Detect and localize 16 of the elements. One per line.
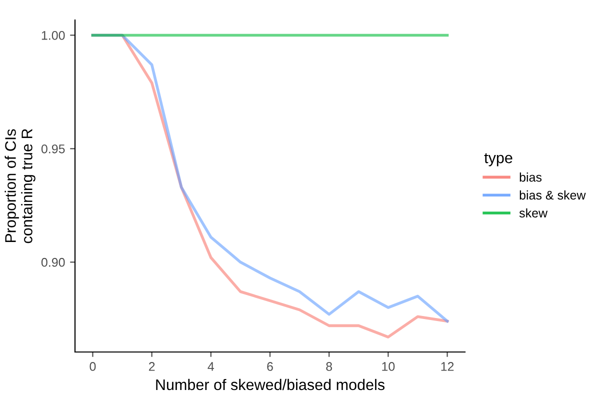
x-axis-title: Number of skewed/biased models xyxy=(156,378,385,390)
legend-label: skew xyxy=(519,208,548,218)
legend-title: type xyxy=(484,153,512,166)
x-tick-label: 4 xyxy=(208,362,214,371)
legend-label: bias & skew xyxy=(520,190,586,200)
y-tick-label: 1.00 xyxy=(42,31,65,40)
y-tick-label: 0.90 xyxy=(41,258,65,267)
x-tick-label: 10 xyxy=(382,362,395,371)
y-tick-label: 0.95 xyxy=(41,144,65,154)
x-tick-label: 12 xyxy=(441,362,454,371)
x-tick-label: 8 xyxy=(326,362,332,371)
y-axis-title: Proportion of CIs containing true R xyxy=(4,128,36,244)
x-tick-label: 6 xyxy=(267,362,273,371)
x-tick-label: 2 xyxy=(148,362,155,371)
legend-label: bias xyxy=(520,172,542,182)
x-tick-label: 0 xyxy=(90,362,96,371)
